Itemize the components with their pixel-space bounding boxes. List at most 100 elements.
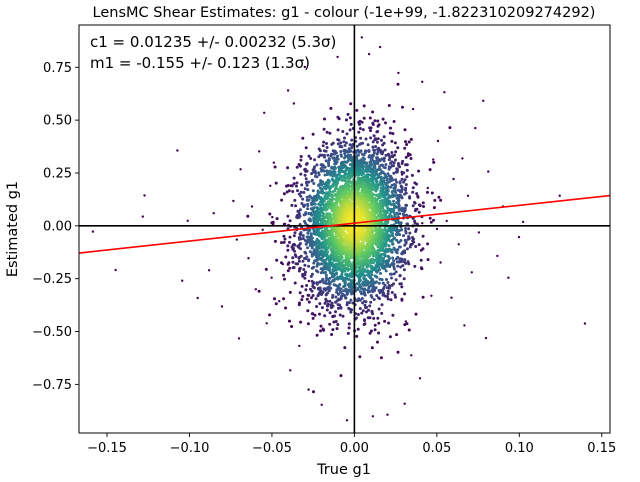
- data-point: [403, 402, 406, 405]
- density-point: [373, 274, 377, 278]
- density-point: [417, 203, 421, 207]
- density-point: [355, 108, 359, 112]
- density-point: [393, 293, 397, 297]
- data-point: [404, 320, 407, 323]
- density-point: [292, 266, 296, 269]
- density-point: [273, 297, 276, 301]
- density-point: [286, 244, 290, 248]
- data-point: [452, 177, 455, 181]
- density-point: [322, 212, 325, 216]
- density-point: [326, 250, 330, 254]
- density-point: [337, 292, 341, 296]
- density-point: [274, 302, 278, 306]
- density-point: [376, 162, 380, 165]
- density-point: [295, 165, 299, 169]
- density-point: [398, 258, 402, 261]
- density-point: [324, 159, 328, 163]
- density-point: [334, 310, 337, 314]
- density-point: [315, 175, 319, 179]
- density-point: [349, 283, 353, 287]
- density-point: [293, 231, 297, 235]
- density-point: [323, 165, 327, 169]
- density-point: [388, 247, 391, 251]
- density-point: [379, 271, 382, 275]
- density-point: [347, 301, 351, 305]
- density-point: [330, 301, 334, 305]
- density-point: [359, 259, 363, 263]
- density-point: [286, 248, 290, 252]
- density-point: [339, 374, 343, 378]
- data-point: [289, 369, 292, 372]
- data-point: [463, 324, 466, 327]
- data-point: [418, 377, 422, 380]
- density-point: [292, 247, 295, 250]
- data-point: [269, 184, 272, 187]
- density-point: [347, 322, 351, 326]
- density-point: [405, 213, 408, 217]
- density-point: [322, 127, 326, 131]
- density-point: [303, 263, 307, 267]
- density-point: [301, 259, 305, 263]
- density-point: [324, 270, 328, 274]
- density-point: [284, 255, 288, 259]
- density-point: [403, 207, 407, 211]
- density-point: [329, 154, 333, 158]
- density-point: [328, 269, 332, 273]
- data-point: [196, 296, 199, 300]
- density-point: [391, 313, 395, 317]
- density-point: [318, 312, 321, 316]
- density-point: [320, 262, 324, 266]
- density-point: [376, 119, 380, 123]
- density-point: [403, 146, 407, 150]
- density-point: [321, 277, 325, 281]
- density-point: [325, 207, 329, 211]
- density-point: [363, 151, 367, 155]
- density-point: [345, 118, 348, 122]
- density-point: [336, 275, 340, 279]
- density-point: [343, 346, 347, 350]
- density-point: [363, 322, 367, 326]
- density-point: [379, 253, 383, 256]
- density-point: [355, 261, 359, 265]
- density-point: [356, 269, 360, 273]
- density-point: [316, 208, 320, 212]
- density-point: [297, 259, 301, 263]
- density-point: [295, 181, 299, 185]
- density-point: [404, 227, 407, 230]
- density-point: [305, 183, 309, 187]
- density-point: [432, 218, 435, 222]
- density-point: [288, 266, 292, 270]
- density-point: [283, 277, 286, 281]
- data-point: [507, 276, 510, 279]
- density-point: [387, 167, 391, 171]
- density-point: [371, 123, 375, 126]
- density-point: [360, 120, 364, 124]
- density-point: [330, 333, 334, 336]
- density-point: [323, 238, 327, 242]
- density-point: [282, 297, 286, 301]
- density-point: [306, 309, 310, 313]
- density-point: [286, 269, 290, 273]
- density-point: [383, 319, 387, 323]
- data-point: [461, 157, 464, 160]
- density-point: [394, 178, 398, 182]
- density-point: [387, 174, 391, 178]
- density-point: [300, 183, 304, 187]
- density-point: [368, 126, 372, 130]
- density-point: [296, 189, 299, 193]
- density-point: [371, 140, 375, 144]
- data-point: [496, 254, 499, 258]
- density-point: [282, 192, 286, 196]
- density-point: [372, 148, 376, 152]
- density-point: [328, 187, 332, 191]
- density-point: [359, 290, 362, 294]
- data-point: [254, 288, 257, 291]
- data-point: [360, 36, 363, 39]
- density-point: [322, 169, 326, 173]
- density-point: [391, 132, 395, 136]
- density-point: [312, 265, 316, 269]
- density-point: [314, 297, 318, 301]
- density-point: [329, 286, 333, 290]
- x-tick-label: −0.05: [252, 441, 292, 456]
- density-point: [307, 300, 311, 304]
